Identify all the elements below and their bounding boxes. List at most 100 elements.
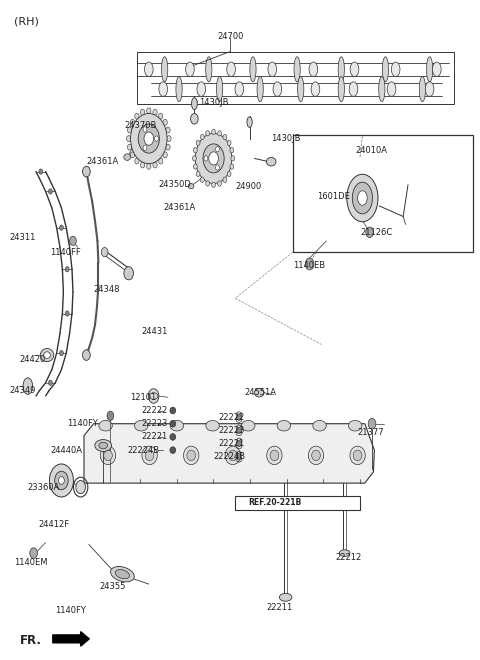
Text: 1430JB: 1430JB	[199, 98, 228, 107]
FancyArrow shape	[53, 632, 89, 646]
Ellipse shape	[145, 450, 154, 461]
Circle shape	[237, 414, 241, 420]
Ellipse shape	[350, 446, 365, 465]
Circle shape	[48, 189, 52, 194]
Text: 1140FY: 1140FY	[67, 419, 98, 428]
Text: 22211: 22211	[266, 603, 293, 612]
Polygon shape	[84, 424, 374, 483]
Ellipse shape	[352, 182, 372, 214]
Ellipse shape	[420, 77, 425, 102]
Ellipse shape	[23, 378, 33, 395]
Ellipse shape	[312, 450, 320, 461]
Text: 1601DE: 1601DE	[317, 192, 349, 201]
Ellipse shape	[273, 82, 282, 96]
Text: 24412F: 24412F	[38, 520, 70, 529]
Text: 22212: 22212	[335, 553, 361, 562]
Ellipse shape	[216, 77, 223, 102]
Ellipse shape	[250, 57, 256, 82]
Ellipse shape	[110, 566, 134, 582]
Circle shape	[204, 156, 208, 161]
Text: 24361A: 24361A	[86, 157, 119, 166]
Text: 24900: 24900	[235, 182, 262, 191]
Ellipse shape	[134, 420, 148, 431]
Ellipse shape	[44, 352, 50, 358]
Ellipse shape	[205, 57, 212, 82]
Text: 1430JB: 1430JB	[271, 134, 300, 143]
Circle shape	[209, 152, 218, 165]
Text: 24370B: 24370B	[125, 121, 157, 130]
Ellipse shape	[170, 420, 176, 427]
Circle shape	[138, 124, 159, 153]
Circle shape	[216, 147, 219, 152]
Ellipse shape	[176, 77, 182, 102]
Ellipse shape	[338, 77, 345, 102]
Text: REF.20-221B: REF.20-221B	[249, 498, 302, 508]
Ellipse shape	[348, 420, 362, 431]
Ellipse shape	[257, 77, 264, 102]
Ellipse shape	[227, 140, 231, 145]
Text: 24420: 24420	[19, 355, 46, 364]
Ellipse shape	[187, 450, 195, 461]
Ellipse shape	[350, 62, 359, 77]
Ellipse shape	[192, 98, 197, 110]
Circle shape	[65, 311, 69, 316]
Ellipse shape	[144, 62, 153, 77]
Ellipse shape	[135, 158, 139, 164]
Circle shape	[101, 248, 108, 257]
Ellipse shape	[277, 420, 290, 431]
Ellipse shape	[309, 62, 318, 77]
Ellipse shape	[127, 136, 131, 142]
Text: 21377: 21377	[358, 428, 384, 437]
Circle shape	[60, 225, 63, 230]
Text: 22222: 22222	[142, 406, 168, 415]
Ellipse shape	[387, 82, 396, 96]
Ellipse shape	[217, 181, 221, 186]
Text: 24440A: 24440A	[50, 446, 83, 455]
Text: (RH): (RH)	[14, 16, 39, 26]
Text: 24348: 24348	[94, 284, 120, 294]
Ellipse shape	[135, 114, 139, 119]
Circle shape	[305, 258, 314, 270]
Text: 1140FY: 1140FY	[55, 606, 86, 615]
Circle shape	[83, 166, 90, 177]
Ellipse shape	[206, 131, 210, 136]
Ellipse shape	[100, 446, 116, 465]
Text: 24311: 24311	[10, 233, 36, 242]
Ellipse shape	[230, 148, 234, 153]
Ellipse shape	[279, 593, 292, 601]
Ellipse shape	[115, 570, 130, 579]
Ellipse shape	[153, 110, 157, 115]
Text: 22223: 22223	[218, 426, 245, 435]
Ellipse shape	[231, 156, 235, 161]
Text: FR.: FR.	[20, 634, 42, 647]
Ellipse shape	[270, 450, 279, 461]
Circle shape	[366, 227, 373, 238]
Bar	[137, 52, 454, 104]
Text: 24349: 24349	[10, 386, 36, 395]
Ellipse shape	[432, 62, 441, 77]
Ellipse shape	[267, 446, 282, 465]
Ellipse shape	[206, 420, 219, 431]
Ellipse shape	[379, 77, 385, 102]
Circle shape	[70, 236, 76, 246]
Circle shape	[65, 267, 69, 272]
Text: 1140EB: 1140EB	[293, 261, 325, 270]
Ellipse shape	[193, 148, 197, 153]
Ellipse shape	[311, 82, 320, 96]
Text: 1140FF: 1140FF	[50, 248, 81, 257]
Ellipse shape	[227, 62, 235, 77]
Ellipse shape	[167, 136, 171, 142]
Ellipse shape	[247, 117, 252, 127]
Ellipse shape	[124, 154, 131, 160]
Circle shape	[195, 133, 232, 183]
Ellipse shape	[142, 446, 157, 465]
Ellipse shape	[228, 450, 237, 461]
Ellipse shape	[161, 57, 168, 82]
Ellipse shape	[193, 164, 197, 169]
Text: 12101: 12101	[130, 393, 156, 402]
Circle shape	[131, 114, 167, 164]
Ellipse shape	[192, 156, 196, 161]
Ellipse shape	[158, 158, 163, 164]
Ellipse shape	[347, 174, 378, 222]
Ellipse shape	[241, 420, 255, 431]
